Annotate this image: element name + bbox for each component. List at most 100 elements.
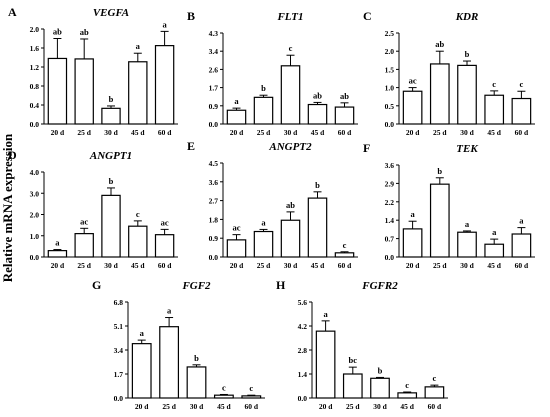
x-tick-label-d: 25 d — [77, 261, 91, 270]
bar-a — [47, 57, 68, 125]
panel-letter-h: H — [276, 278, 286, 292]
sig-label-d: a — [55, 238, 60, 248]
y-tick-label-f: 2.9 — [385, 179, 395, 188]
bar-h — [397, 392, 418, 399]
panel-letter-c: C — [363, 9, 372, 23]
x-tick-label-g: 20 d — [135, 402, 149, 411]
sig-label-h: c — [405, 380, 409, 390]
bar-c — [402, 90, 423, 125]
sig-label-c: c — [492, 79, 496, 89]
y-tick-label-g: 1.7 — [114, 370, 124, 379]
panel-title-a: VEGFA — [93, 7, 129, 19]
x-tick-label-g: 30 d — [190, 402, 204, 411]
panel-letter-d: D — [8, 148, 17, 162]
y-tick-label-e: 3.6 — [209, 178, 219, 187]
panel-letter-f: F — [363, 141, 370, 155]
y-tick-label-d: 3.0 — [30, 189, 40, 198]
y-tick-label-d: 4.0 — [30, 168, 40, 177]
x-tick-label-d: 20 d — [51, 261, 65, 270]
y-tick-label-h: 4.2 — [298, 322, 308, 331]
x-tick-label-h: 45 d — [400, 402, 414, 411]
bar-e — [226, 239, 247, 258]
x-tick-label-a: 30 d — [104, 128, 118, 137]
bar-a — [74, 58, 94, 125]
bar-c — [511, 97, 532, 125]
y-tick-label-g: 5.1 — [114, 322, 124, 331]
y-tick-label-e: 2.7 — [209, 197, 219, 206]
bar-b — [280, 65, 301, 125]
x-tick-label-e: 45 d — [311, 261, 325, 270]
x-tick-label-d: 45 d — [131, 261, 145, 270]
sig-label-f: a — [465, 219, 470, 229]
y-tick-label-c: 2.5 — [385, 29, 395, 38]
bar-f — [511, 233, 532, 258]
sig-label-a: ab — [80, 27, 89, 37]
x-tick-label-b: 45 d — [311, 128, 325, 137]
sig-label-d: c — [136, 209, 140, 219]
sig-label-d: ac — [161, 217, 169, 227]
x-tick-label-a: 25 d — [77, 128, 91, 137]
panel-a: A VEGFA 0.0 0.4 0.8 1.2 1.6 2.0 ab 20 d ab 25 d b 30 … — [8, 5, 178, 137]
y-tick-label-e: 1.8 — [209, 215, 219, 224]
sig-label-b: c — [289, 43, 293, 53]
y-tick-label-h: 2.8 — [298, 346, 308, 355]
y-tick-label-g: 0.0 — [114, 394, 124, 403]
y-tick-label-b: 0.0 — [209, 120, 219, 129]
sig-label-d: ac — [80, 216, 88, 226]
y-tick-label-b: 0.9 — [209, 102, 219, 111]
x-tick-label-c: 60 d — [515, 128, 529, 137]
sig-label-a: a — [136, 41, 141, 51]
y-tick-label-c: 0.0 — [385, 120, 395, 129]
bar-e — [280, 219, 301, 258]
x-tick-label-b: 30 d — [284, 128, 298, 137]
sig-label-h: b — [378, 365, 383, 375]
y-tick-label-h: 0.0 — [298, 394, 308, 403]
sig-label-b: a — [234, 96, 239, 106]
x-tick-label-e: 60 d — [338, 261, 352, 270]
y-tick-label-c: 0.5 — [385, 102, 395, 111]
x-tick-label-f: 45 d — [487, 261, 501, 270]
y-tick-label-c: 1.0 — [385, 84, 395, 93]
x-tick-label-a: 45 d — [131, 128, 145, 137]
x-tick-label-b: 25 d — [257, 128, 271, 137]
sig-label-h: bc — [349, 355, 358, 365]
x-tick-label-e: 20 d — [230, 261, 244, 270]
x-tick-label-e: 25 d — [257, 261, 271, 270]
panel-letter-g: G — [92, 278, 101, 292]
x-tick-label-f: 30 d — [460, 261, 474, 270]
sig-label-b: b — [261, 83, 266, 93]
panel-d: D ANGPT1 0.0 1.0 2.0 3.0 4.0 a 20 d ac 25 d b 30 d c 4… — [8, 148, 178, 270]
x-tick-label-h: 30 d — [373, 402, 387, 411]
y-tick-label-c: 1.5 — [385, 65, 395, 74]
sig-label-a: ab — [53, 27, 62, 37]
bar-g — [159, 326, 180, 399]
y-tick-label-b: 3.4 — [209, 47, 219, 56]
sig-label-f: b — [437, 166, 442, 176]
sig-label-b: ab — [340, 91, 349, 101]
panel-title-d: ANGPT1 — [89, 150, 132, 162]
bar-f — [402, 228, 423, 258]
panel-letter-e: E — [187, 139, 195, 153]
sig-label-f: a — [519, 216, 524, 226]
sig-label-c: ac — [409, 76, 417, 86]
x-tick-label-c: 30 d — [460, 128, 474, 137]
bar-e — [253, 230, 274, 258]
y-tick-label-a: 0.4 — [30, 101, 40, 110]
sig-label-a: b — [109, 94, 114, 104]
x-tick-label-a: 20 d — [51, 128, 65, 137]
x-tick-label-f: 60 d — [515, 261, 529, 270]
bar-a — [128, 61, 148, 125]
bar-b — [226, 109, 247, 125]
y-tick-label-a: 1.6 — [30, 44, 40, 53]
bar-a — [101, 107, 121, 125]
sig-label-g: b — [194, 353, 199, 363]
y-tick-label-b: 2.6 — [209, 65, 219, 74]
sig-label-c: ab — [435, 39, 444, 49]
bar-b — [253, 96, 274, 125]
panel-b: B FLT1 0.0 0.9 1.7 2.6 3.4 4.3 a 20 d b 25 d c 30 d ab… — [187, 9, 358, 137]
x-tick-label-e: 30 d — [284, 261, 298, 270]
y-tick-label-f: 2.2 — [385, 198, 395, 207]
bar-b — [334, 106, 355, 125]
x-tick-label-d: 60 d — [158, 261, 172, 270]
